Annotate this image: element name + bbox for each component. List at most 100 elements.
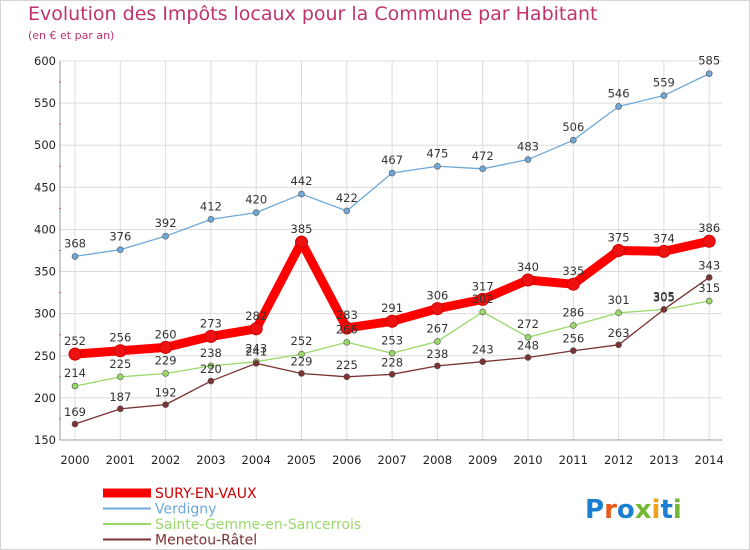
- data-label: 267: [426, 321, 448, 335]
- data-label: 559: [653, 76, 675, 90]
- data-point: [162, 401, 169, 408]
- data-label: 252: [291, 334, 313, 348]
- data-label: 506: [562, 120, 584, 134]
- data-point: [207, 362, 215, 370]
- data-point: [388, 349, 396, 357]
- data-label: 243: [245, 342, 267, 356]
- data-point: [569, 347, 577, 355]
- data-label: 220: [200, 362, 222, 376]
- logo-letter: i: [652, 495, 661, 525]
- data-point: [479, 165, 487, 173]
- data-label: 305: [653, 290, 675, 304]
- x-tick-label: 2002: [151, 453, 180, 467]
- x-tick-label: 2011: [559, 453, 588, 467]
- data-point: [388, 371, 396, 378]
- data-point: [569, 322, 577, 329]
- data-point: [162, 232, 169, 240]
- data-label: 192: [155, 386, 177, 400]
- data-label: 302: [472, 292, 494, 306]
- data-point: [705, 297, 713, 305]
- data-label: 229: [155, 353, 177, 367]
- x-tick-label: 2005: [287, 453, 316, 467]
- data-label: 256: [562, 332, 584, 346]
- data-label: 263: [608, 326, 630, 340]
- x-tick-label: 2004: [242, 453, 271, 467]
- y-tick-label: 250: [34, 349, 56, 363]
- data-point: [117, 246, 124, 253]
- data-label: 225: [109, 357, 131, 371]
- data-point: [705, 70, 713, 77]
- logo-letter: o: [617, 495, 635, 525]
- data-label: 392: [155, 216, 177, 230]
- data-label: 273: [200, 316, 222, 330]
- data-point: [252, 360, 260, 367]
- data-point: [479, 308, 487, 316]
- data-label: 253: [381, 333, 403, 347]
- x-tick-label: 2013: [649, 453, 678, 467]
- data-point: [705, 274, 713, 281]
- data-label: 335: [562, 264, 584, 278]
- data-point: [657, 244, 671, 258]
- x-tick-label: 2000: [60, 453, 89, 467]
- data-point: [252, 209, 260, 216]
- y-tick-label: 500: [34, 138, 56, 152]
- data-label: 412: [200, 199, 222, 213]
- data-label: 214: [64, 366, 86, 380]
- data-label: 467: [381, 153, 403, 167]
- data-point: [660, 92, 668, 99]
- data-point: [524, 354, 532, 361]
- x-tick-label: 2008: [423, 453, 452, 467]
- data-label: 291: [381, 301, 403, 315]
- data-point: [479, 358, 487, 365]
- logo-letter: r: [604, 495, 617, 525]
- data-label: 272: [517, 317, 539, 331]
- data-point: [566, 277, 580, 291]
- data-point: [434, 162, 441, 170]
- data-point: [612, 244, 626, 257]
- data-label: 376: [109, 230, 131, 244]
- y-tick-label: 600: [34, 54, 56, 68]
- data-point: [343, 339, 351, 346]
- data-point: [117, 373, 124, 381]
- data-point: [159, 340, 173, 354]
- data-point: [207, 216, 215, 223]
- x-tick-label: 2001: [106, 453, 135, 467]
- data-label: 442: [291, 174, 313, 188]
- data-point: [343, 373, 351, 381]
- data-label: 238: [200, 346, 222, 360]
- y-tick-label: 200: [34, 391, 56, 405]
- data-point: [298, 350, 305, 358]
- data-point: [524, 333, 532, 341]
- data-point: [68, 347, 82, 361]
- x-tick-label: 2006: [332, 453, 361, 467]
- data-label: 282: [245, 309, 267, 323]
- data-point: [207, 377, 215, 385]
- y-tick-label: 550: [34, 96, 56, 110]
- data-label: 169: [64, 405, 86, 419]
- chart-title: Evolution des Impôts locaux pour la Comm…: [28, 3, 598, 25]
- data-label: 241: [245, 344, 267, 358]
- data-label: 420: [245, 193, 267, 207]
- x-tick-label: 2003: [196, 453, 225, 467]
- data-label: 385: [291, 222, 313, 236]
- data-label: 585: [698, 54, 720, 68]
- data-point: [569, 136, 577, 144]
- data-point: [71, 253, 79, 260]
- logo-letter: i: [673, 495, 682, 525]
- data-point: [71, 420, 79, 428]
- data-label: 374: [653, 231, 675, 245]
- data-label: 238: [426, 347, 448, 361]
- data-label: 228: [381, 355, 403, 369]
- data-point: [476, 292, 490, 306]
- legend-label: Verdigny: [155, 502, 216, 518]
- data-label: 229: [291, 354, 313, 368]
- data-label: 260: [155, 327, 177, 341]
- data-point: [71, 382, 79, 390]
- data-point: [340, 321, 354, 335]
- data-label: 315: [698, 281, 720, 295]
- data-point: [204, 329, 218, 343]
- data-point: [434, 338, 441, 345]
- data-label: 266: [336, 322, 358, 336]
